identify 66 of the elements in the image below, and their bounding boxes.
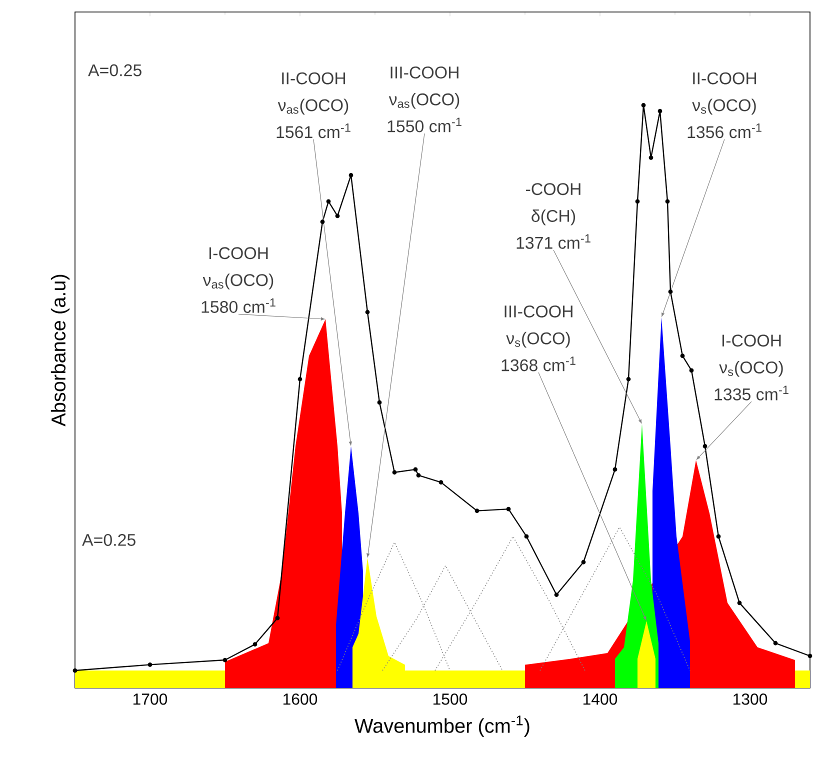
point <box>524 534 529 539</box>
annotation: I-COOH <box>722 334 781 347</box>
point <box>72 668 78 673</box>
point <box>737 600 742 606</box>
annotation: 1335 cm$^{-1}$ <box>714 386 788 400</box>
x-axis-title: Wavenumber (cm$^{-1}$) <box>354 716 530 737</box>
text: II-COOH <box>282 72 346 84</box>
annotation: I-COOH <box>209 247 268 260</box>
point <box>392 470 397 475</box>
annotation: 1561 cm$^{-1}$ <box>276 124 350 138</box>
point <box>612 467 618 472</box>
annotation: 1550 cm$^{-1}$ <box>388 118 462 132</box>
point <box>626 376 631 382</box>
annotation: 1371 cm$^{-1}$ <box>516 234 590 249</box>
point <box>668 290 673 294</box>
point <box>275 616 280 620</box>
text: II-COOH <box>693 72 756 84</box>
annotation: δ(CH) <box>532 210 576 226</box>
point <box>222 658 228 662</box>
x-tick-label: 1500 <box>433 694 468 705</box>
point <box>506 506 511 512</box>
y-axis-title: Absorbance (a.u) <box>50 274 70 426</box>
point <box>416 473 421 478</box>
text: A=0.25 <box>88 64 142 76</box>
point <box>554 592 559 597</box>
annotation: III-COOH <box>504 305 572 318</box>
point <box>474 508 480 514</box>
point <box>320 220 325 224</box>
point <box>689 368 694 373</box>
point <box>665 199 670 204</box>
point <box>348 172 354 178</box>
annotation: ν$_{s}$(OCO) <box>692 98 756 115</box>
x-tick-label: 1400 <box>583 694 618 705</box>
point <box>635 199 640 204</box>
annotation: ν$_{as}$(OCO) <box>388 92 460 109</box>
point <box>413 467 418 472</box>
point <box>252 642 258 646</box>
point <box>808 654 812 658</box>
point <box>716 534 721 539</box>
annotation: ν$_{as}$(OCO) <box>278 98 348 115</box>
annotation: -COOH <box>526 183 580 196</box>
annotation: 1580 cm$^{-1}$ <box>202 298 276 313</box>
point <box>377 400 382 405</box>
point <box>298 376 302 382</box>
point <box>773 640 778 646</box>
annotation: 1356 cm$^{-1}$ <box>688 124 762 138</box>
point <box>148 662 152 667</box>
point <box>641 103 646 108</box>
point <box>658 108 662 114</box>
annotation: ν$_{s}$(OCO) <box>506 332 570 348</box>
text: III-COOH <box>390 66 458 79</box>
annotation: A=0.25 <box>82 534 136 546</box>
point <box>335 214 340 218</box>
annotation: ν$_{as}$(OCO) <box>202 274 274 290</box>
x-tick-label: 1300 <box>733 694 768 705</box>
annotation: ν$_{s}$(OCO) <box>719 361 783 377</box>
x-tick-label: 1600 <box>283 694 318 705</box>
point <box>648 155 654 160</box>
point <box>438 480 444 484</box>
point <box>365 310 370 314</box>
annotation: 1368 cm$^{-1}$ <box>502 356 576 372</box>
x-tick-label: 1700 <box>133 694 168 705</box>
point <box>326 199 331 204</box>
point <box>680 354 685 358</box>
point <box>581 560 586 564</box>
point <box>702 444 708 448</box>
